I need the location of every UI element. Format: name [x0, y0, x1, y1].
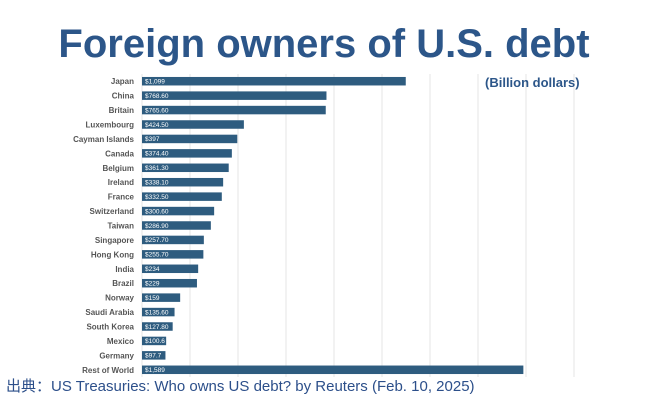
- bar: [142, 322, 173, 331]
- bar: [142, 91, 327, 100]
- bar: [142, 163, 229, 173]
- category-label: Saudi Arabia: [85, 308, 134, 317]
- category-label: Luxembourg: [86, 121, 135, 130]
- bar: [142, 120, 244, 129]
- data-label: $424.50: [145, 122, 169, 129]
- category-label: Belgium: [102, 164, 134, 173]
- data-label: $300.60: [145, 208, 169, 215]
- data-label: $286.90: [145, 223, 169, 230]
- category-label: Brazil: [112, 279, 134, 288]
- data-label: $338.10: [145, 180, 169, 187]
- bar: [142, 278, 197, 288]
- bar: [142, 293, 181, 302]
- bar: [142, 250, 204, 259]
- data-label: $768.60: [145, 93, 169, 100]
- data-label: $229: [145, 281, 160, 288]
- category-label: Switzerland: [90, 207, 135, 216]
- data-label: $361.30: [145, 165, 169, 172]
- data-label: $255.70: [145, 252, 169, 259]
- category-label: Mexico: [107, 337, 134, 346]
- data-label: $135.60: [145, 309, 169, 316]
- data-label: $127.80: [145, 324, 169, 331]
- category-label: South Korea: [86, 323, 134, 332]
- category-label: Norway: [105, 294, 134, 303]
- bar: [142, 221, 211, 230]
- bar: [142, 177, 224, 187]
- category-label: Britain: [109, 106, 134, 115]
- bar: [142, 235, 204, 245]
- category-label: Germany: [99, 351, 134, 360]
- category-label: India: [115, 265, 134, 274]
- data-label: $234: [145, 266, 160, 273]
- data-label: $1,099: [145, 79, 165, 86]
- bar: [142, 134, 238, 144]
- bar: [142, 76, 406, 86]
- bar: [142, 336, 167, 346]
- unit-label: (Billion dollars): [485, 75, 580, 90]
- data-label: $374.40: [145, 151, 169, 158]
- bar: [142, 264, 199, 274]
- data-label: $765.60: [145, 107, 169, 114]
- data-label: $97.7: [145, 353, 162, 360]
- data-label: $159: [145, 295, 160, 302]
- category-label: Canada: [105, 149, 134, 158]
- category-label: Ireland: [108, 178, 134, 187]
- category-label: China: [112, 92, 135, 101]
- source-note: 出典：US Treasuries: Who owns US debt? by R…: [6, 378, 475, 395]
- bar: [142, 105, 326, 115]
- bar: [142, 307, 175, 317]
- bar: [142, 206, 215, 216]
- category-label: Cayman Islands: [73, 135, 134, 144]
- data-label: $257.70: [145, 237, 169, 244]
- bar: [142, 351, 166, 360]
- data-label: $397: [145, 136, 160, 143]
- data-label: $332.50: [145, 194, 169, 201]
- data-label: $100.6: [145, 338, 165, 345]
- bars: Japan $1,099 China $768.60 Britain $765.60 Lux…: [73, 76, 524, 375]
- category-label: France: [108, 193, 135, 202]
- category-label: Hong Kong: [91, 250, 134, 259]
- category-label: Taiwan: [107, 222, 134, 231]
- bar: [142, 192, 222, 201]
- category-label: Japan: [111, 77, 134, 86]
- bar: [142, 365, 524, 375]
- category-label: Rest of World: [82, 366, 134, 375]
- chart-title: Foreign owners of U.S. debt: [58, 22, 590, 66]
- data-label: $1,589: [145, 367, 165, 374]
- bar: [142, 149, 232, 158]
- category-label: Singapore: [95, 236, 135, 245]
